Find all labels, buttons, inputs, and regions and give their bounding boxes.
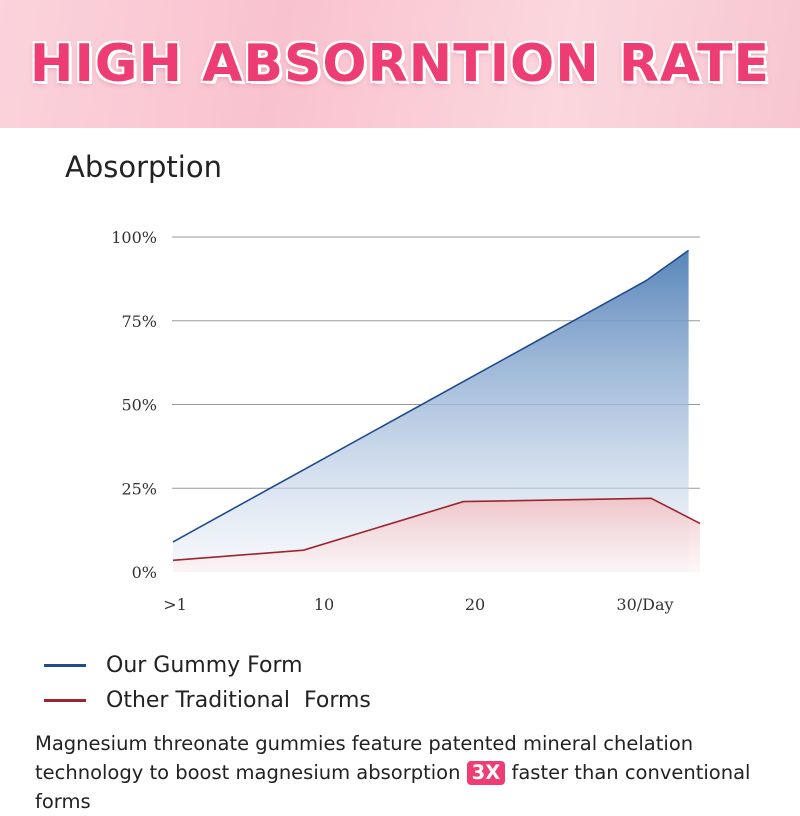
banner-title: HIGH ABSORNTION RATE	[30, 34, 770, 94]
y-tick-label: 0%	[132, 563, 157, 582]
y-tick-label: 25%	[121, 479, 157, 498]
caption: Magnesium threonate gummies feature pate…	[35, 729, 795, 816]
legend-label-gummy: Our Gummy Form	[106, 653, 303, 678]
legend-item-traditional: Other Traditional Forms	[44, 683, 371, 718]
caption-highlight-badge: 3X	[467, 761, 506, 785]
absorption-chart: 0% 25% 50% 75% 100% >1 10 20 30/Day	[0, 210, 800, 620]
legend-swatch-gummy	[44, 664, 86, 667]
chart-legend: Our Gummy Form Other Traditional Forms	[44, 648, 371, 718]
y-tick-label: 50%	[121, 396, 157, 415]
legend-item-gummy: Our Gummy Form	[44, 648, 371, 683]
x-tick-label: 10	[314, 595, 334, 614]
y-tick-label: 100%	[111, 228, 157, 247]
x-tick-label: 30/Day	[616, 595, 673, 614]
header-banner: HIGH ABSORNTION RATE	[0, 0, 800, 128]
x-tick-label: 20	[465, 595, 485, 614]
chart-title: Absorption	[65, 150, 222, 184]
legend-label-traditional: Other Traditional Forms	[106, 688, 371, 713]
legend-swatch-traditional	[44, 699, 86, 702]
y-tick-label: 75%	[121, 312, 157, 331]
x-tick-label: >1	[163, 595, 187, 614]
